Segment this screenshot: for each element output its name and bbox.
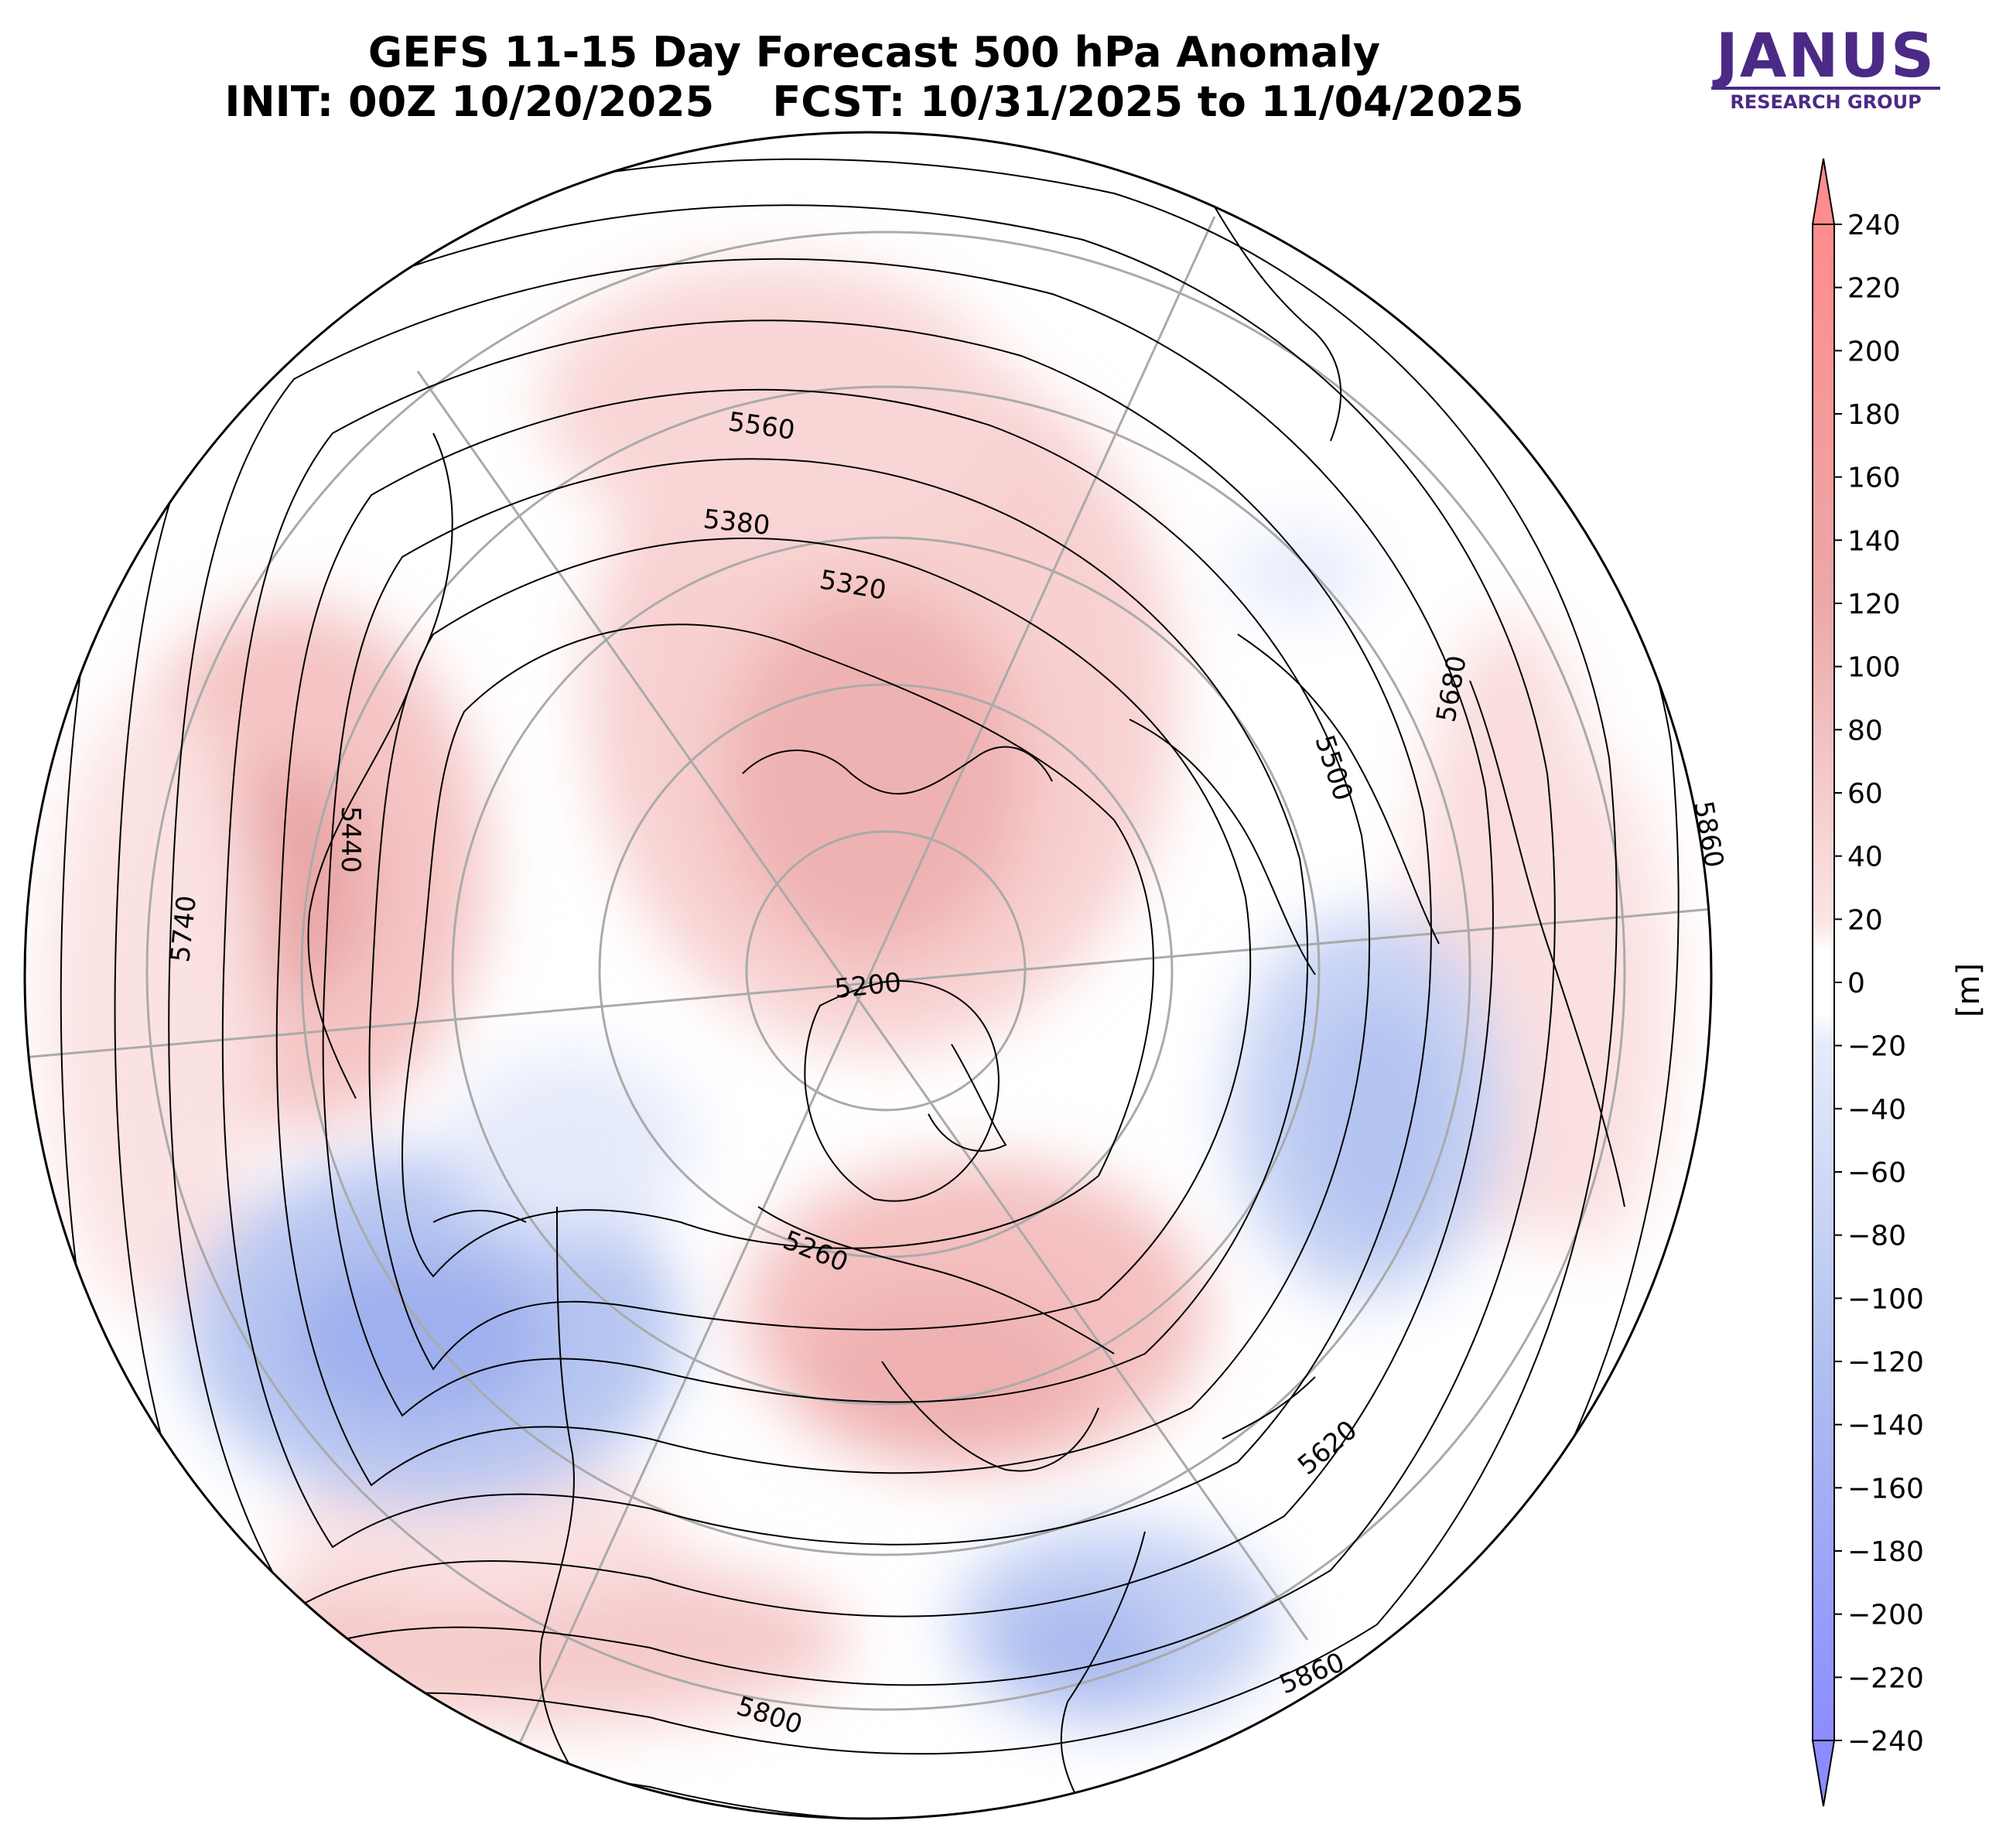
coastlines: [307, 193, 1625, 1811]
graticule: [25, 216, 1711, 1764]
logo-subtitle: RESEARCH GROUP: [1711, 87, 1940, 113]
contour-label-5440: 5440: [335, 806, 366, 873]
contour-label-5200: 5200: [833, 967, 903, 1005]
map-boundary: [23, 131, 1713, 1820]
contour-label-5740: 5740: [165, 894, 203, 964]
contour-label-5380: 5380: [702, 504, 771, 541]
janus-logo: JANUS RESEARCH GROUP: [1702, 26, 1950, 113]
logo-brand: JANUS: [1715, 22, 1936, 91]
chart-title: GEFS 11-15 Day Forecast 500 hPa Anomaly …: [0, 28, 1748, 127]
title-line-2: INIT: 00Z 10/20/2025 FCST: 10/31/2025 to…: [224, 77, 1524, 126]
title-line-1: GEFS 11-15 Day Forecast 500 hPa Anomaly: [367, 28, 1381, 77]
